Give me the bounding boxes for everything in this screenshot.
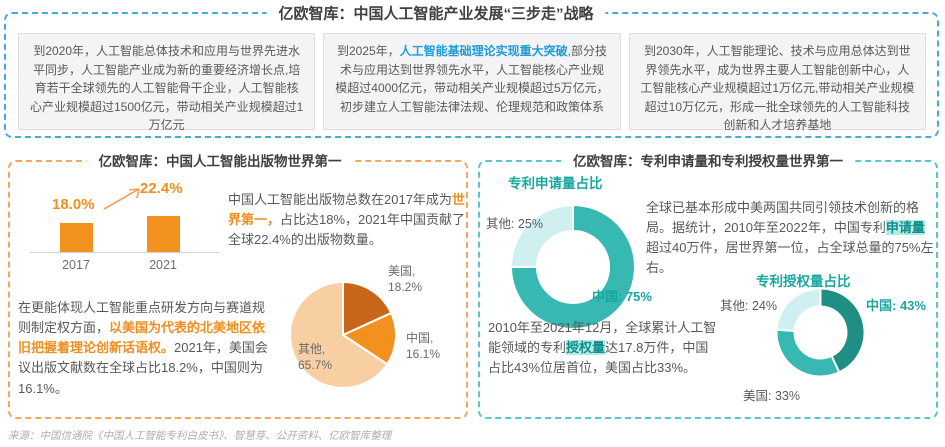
grants-label-usa: 美国: 33% bbox=[743, 389, 800, 403]
bar-2017 bbox=[60, 223, 93, 252]
grants-donut-title: 专利授权量占比 bbox=[756, 274, 851, 289]
applications-label-other: 其他: 25% bbox=[486, 217, 543, 231]
slice-美国 bbox=[775, 328, 841, 378]
pie-label-other: 其他, 65.7% bbox=[298, 342, 333, 373]
bar-2021 bbox=[147, 216, 180, 252]
bar-year-2021: 2021 bbox=[149, 258, 177, 272]
publications-pie-chart bbox=[289, 280, 397, 389]
patents-title: 亿欧智库：专利申请量和专利授权量世界第一 bbox=[561, 150, 855, 170]
publications-bar-chart: 18.0% 22.4% 2017 2021 bbox=[30, 180, 225, 295]
pie-label-china: 中国, 16.1% bbox=[406, 331, 441, 362]
publications-title: 亿欧智库：中国人工智能出版物世界第一 bbox=[86, 150, 354, 170]
slice-美国 bbox=[342, 280, 393, 337]
bar-value-2021: 22.4% bbox=[140, 180, 183, 197]
slice-中国 bbox=[340, 311, 397, 366]
slice-其他 bbox=[289, 280, 389, 389]
publications-text-2: 在更能体现人工智能重点研发方向与赛道规则制定权方面，以美国为代表的北美地区依旧把… bbox=[18, 300, 268, 396]
slice-其他 bbox=[509, 203, 574, 268]
milestone-2020-box: 到2020年，人工智能总体技术和应用与世界先进水平同步，人工智能产业成为新的重要… bbox=[18, 33, 316, 132]
growth-arrow-icon bbox=[103, 188, 140, 210]
slice-中国 bbox=[819, 287, 866, 374]
milestone-2030-box: 到2030年，人工智能理论、技术与应用总体达到世界领先水平，成为世界主要人工智能… bbox=[628, 33, 926, 132]
patents-text-1: 全球已基本形成中美两国共同引领技术创新的格局。据统计，2010年至2022年，中… bbox=[646, 200, 934, 276]
slice-中国 bbox=[509, 203, 636, 330]
slice-其他 bbox=[775, 287, 822, 332]
grants-label-china: 中国: 43% bbox=[866, 298, 926, 313]
applications-label-china: 中国: 75% bbox=[592, 289, 652, 304]
grants-label-other: 其他: 24% bbox=[720, 299, 777, 313]
bar-axis bbox=[30, 252, 220, 253]
patents-text-2: 2010年至2021年12月，全球累计人工智能领域的专利授权量达17.8万件，中… bbox=[488, 320, 717, 376]
bar-year-2017: 2017 bbox=[62, 258, 90, 272]
source-note: 来源：中国信通院《中国人工智能专利白皮书》、智慧芽、公开资料、亿欧智库整理 bbox=[8, 430, 392, 442]
page-title: 亿欧智库：中国人工智能产业发展“三步走”战略 bbox=[266, 2, 606, 24]
milestone-2025-box: 到2025年，人工智能基础理论实现重大突破,部分技术与应用达到世界领先水平，人工… bbox=[323, 33, 621, 130]
bar-value-2017: 18.0% bbox=[52, 196, 95, 213]
publications-text-1: 中国人工智能出版物总数在2017年成为世界第一，占比达18%，2021年中国贡献… bbox=[228, 192, 465, 248]
applications-donut-title: 专利申请量占比 bbox=[508, 176, 603, 191]
applications-donut-chart bbox=[509, 203, 636, 330]
milestone-boxes: 到2020年，人工智能总体技术和应用与世界先进水平同步，人工智能产业成为新的重要… bbox=[18, 33, 926, 132]
pie-label-usa: 美国, 18.2% bbox=[388, 264, 423, 295]
grants-donut-chart bbox=[775, 287, 866, 378]
